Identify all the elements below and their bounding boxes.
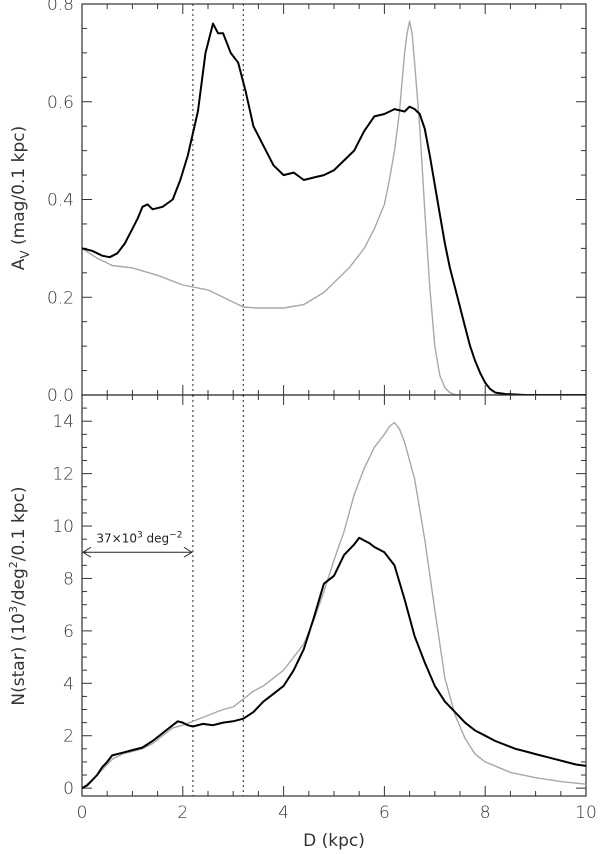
bottom-y-tick-label: 12	[52, 465, 74, 485]
annotation-label: 37×103 deg−2	[96, 530, 182, 545]
bottom-y-tick-label: 8	[63, 569, 74, 589]
bottom-series-line-black	[82, 536, 586, 789]
top-y-tick-label: 0.6	[47, 93, 74, 113]
bottom-y-tick-label: 4	[63, 674, 74, 694]
x-tick-label: 4	[278, 803, 289, 823]
top-series-line-grey	[82, 20, 586, 395]
x-tick-label: 0	[77, 803, 88, 823]
bottom-panel: 0 2 4 6 8 10 12 14 0 2 4 6 8 10 37×103 deg−2	[52, 394, 597, 823]
top-plot-frame	[81, 3, 587, 396]
annotation-arrowhead-left	[82, 546, 92, 558]
bottom-y-tick-label: 6	[63, 622, 74, 642]
bottom-y-axis-label-mid: /deg	[9, 568, 29, 606]
top-y-tick-label: 0.0	[47, 386, 74, 406]
top-y-tick-label: 0.4	[47, 191, 74, 211]
bottom-y-tick-label: 14	[52, 412, 74, 432]
bottom-y-axis-label-sup1: 3	[7, 606, 20, 613]
top-y-tick-label: 0.8	[47, 0, 74, 15]
bottom-y-axis-label-pre: N(star) (10	[9, 613, 29, 706]
bottom-y-axis-label-post: /0.1 kpc)	[9, 486, 29, 561]
x-axis-label: D (kpc)	[303, 831, 365, 851]
bottom-y-tick-label: 0	[63, 779, 74, 799]
bottom-y-tick-label: 10	[52, 517, 74, 537]
top-panel: 0.0 0.2 0.4 0.6 0.8	[47, 0, 587, 406]
top-y-axis-label-main: A	[9, 258, 29, 270]
bottom-y-axis-label-sup2: 2	[7, 561, 20, 568]
x-tick-label: 2	[177, 803, 188, 823]
top-y-axis-label: AV (mag/0.1 kpc)	[9, 126, 32, 270]
axis-labels: AV (mag/0.1 kpc) N(star) (103/deg2/0.1 k…	[7, 126, 365, 851]
bottom-series-line-grey	[82, 421, 586, 789]
top-y-axis-label-rest: (mag/0.1 kpc)	[9, 126, 29, 251]
bottom-y-axis-label: N(star) (103/deg2/0.1 kpc)	[7, 486, 29, 705]
top-y-tick-label: 0.2	[47, 288, 74, 308]
top-y-axis-label-sub: V	[18, 250, 32, 259]
x-tick-label: 8	[480, 803, 491, 823]
x-tick-label: 6	[379, 803, 390, 823]
x-tick-label: 10	[575, 803, 597, 823]
bottom-y-tick-label: 2	[63, 727, 74, 747]
top-series-line-black	[82, 22, 586, 395]
annotation-arrowhead-right	[183, 546, 193, 558]
